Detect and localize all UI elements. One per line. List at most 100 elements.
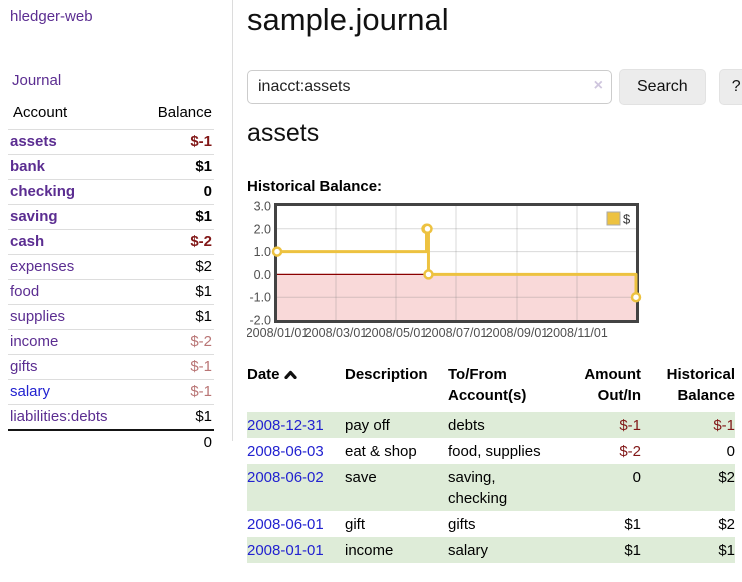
transaction-accounts: salary	[448, 541, 489, 559]
transaction-amount: $1	[624, 541, 641, 559]
account-balance-gifts: $-1	[190, 358, 212, 375]
chart-title: Historical Balance:	[247, 178, 383, 195]
accounts-header-account: Account	[13, 104, 68, 121]
transaction-accounts: saving, checking	[448, 468, 508, 507]
register-header-amount: Amount Out/In	[584, 366, 641, 404]
account-row-assets: assets $-1	[8, 129, 214, 155]
transaction-amount: 0	[632, 468, 641, 486]
nav-journal-link[interactable]: Journal	[12, 72, 62, 89]
transaction-date-link[interactable]: 2008-01-01	[247, 541, 324, 559]
account-balance-cash: $-2	[190, 233, 212, 250]
search-box: ×	[247, 70, 612, 104]
transaction-amount: $-1	[619, 416, 641, 434]
account-link-assets[interactable]: assets	[10, 133, 57, 150]
account-row-bank: bank $1	[8, 154, 214, 180]
page-title: sample.journal	[247, 2, 449, 37]
account-row-cash: cash $-2	[8, 229, 214, 255]
account-balance-food: $1	[195, 283, 212, 300]
account-balance-expenses: $2	[195, 258, 212, 275]
account-link-income[interactable]: income	[10, 333, 59, 350]
svg-text:2008/03/01: 2008/03/01	[305, 326, 368, 340]
account-row-expenses: expenses $2	[8, 254, 214, 280]
sidebar: hledger-web Journal Account Balance asse…	[0, 0, 233, 451]
transaction-date-link[interactable]: 2008-12-31	[247, 416, 324, 434]
svg-text:1.0: 1.0	[254, 245, 271, 259]
accounts-total-value: 0	[203, 434, 212, 451]
account-link-salary[interactable]: salary	[10, 383, 51, 400]
account-link-gifts[interactable]: gifts	[10, 358, 38, 375]
account-row-gifts: gifts $-1	[8, 354, 214, 380]
svg-text:$: $	[623, 212, 631, 227]
register-header-balance: Historical Balance	[666, 366, 735, 404]
accounts-total-row: 0	[8, 430, 214, 455]
register-table: Date Description To/From Account(s) Amou…	[247, 360, 735, 563]
transaction-balance: $2	[718, 515, 735, 533]
transaction-amount: $1	[624, 515, 641, 533]
transaction-description: income	[345, 541, 394, 559]
transaction-date-link[interactable]: 2008-06-01	[247, 515, 324, 533]
register-row: 2008-06-01 gift gifts $1 $2	[247, 511, 735, 537]
svg-text:2008/11/01: 2008/11/01	[546, 326, 608, 340]
register-header-description: Description	[345, 366, 428, 383]
account-balance-checking: 0	[203, 183, 212, 200]
accounts-header-row: Account Balance	[8, 100, 214, 130]
transaction-amount: $-2	[619, 442, 641, 460]
account-balance-income: $-2	[190, 333, 212, 350]
svg-text:2008/01/01: 2008/01/01	[247, 326, 308, 340]
transaction-description: pay off	[345, 416, 390, 434]
account-row-liabilities-debts: liabilities:debts $1	[8, 404, 214, 431]
transaction-balance: $-1	[713, 416, 735, 434]
transaction-description: eat & shop	[345, 442, 417, 460]
account-link-liabilities-debts[interactable]: liabilities:debts	[10, 408, 108, 425]
clear-search-icon[interactable]: ×	[593, 77, 603, 94]
account-link-cash[interactable]: cash	[10, 233, 45, 250]
register-header-date[interactable]: Date	[247, 360, 345, 412]
account-link-checking[interactable]: checking	[10, 183, 76, 200]
transaction-accounts: debts	[448, 416, 485, 434]
svg-text:2008/07/01: 2008/07/01	[425, 326, 488, 340]
account-row-saving: saving $1	[8, 204, 214, 230]
svg-text:0.0: 0.0	[254, 268, 271, 282]
transaction-date-link[interactable]: 2008-06-03	[247, 442, 324, 460]
transaction-accounts: food, supplies	[448, 442, 541, 460]
transaction-balance: 0	[726, 442, 735, 460]
search-input[interactable]	[247, 70, 612, 104]
transaction-date-link[interactable]: 2008-06-02	[247, 468, 324, 486]
account-balance-assets: $-1	[190, 133, 212, 150]
account-balance-supplies: $1	[195, 308, 212, 325]
main-content: sample.journal × Search ? assets Histori…	[247, 0, 742, 582]
account-heading: assets	[247, 119, 320, 147]
search-button[interactable]: Search	[619, 69, 706, 105]
account-row-supplies: supplies $1	[8, 304, 214, 330]
accounts-header-balance: Balance	[157, 104, 212, 121]
register-row: 2008-06-02 save saving, checking 0 $2	[247, 464, 735, 511]
account-balance-liabilities-debts: $1	[195, 408, 212, 425]
help-button[interactable]: ?	[718, 69, 742, 105]
brand-link[interactable]: hledger-web	[10, 8, 93, 25]
account-balance-saving: $1	[195, 208, 212, 225]
register-row: 2008-01-01 income salary $1 $1	[247, 537, 735, 563]
account-link-food[interactable]: food	[10, 283, 40, 300]
transaction-accounts: gifts	[448, 515, 476, 533]
account-row-income: income $-2	[8, 329, 214, 355]
account-link-supplies[interactable]: supplies	[10, 308, 66, 325]
register-row: 2008-12-31 pay off debts $-1 $-1	[247, 412, 735, 438]
accounts-table: Account Balance assets $-1 bank $1 check…	[8, 100, 214, 455]
transaction-description: gift	[345, 515, 366, 533]
search-bar: × Search ?	[247, 69, 742, 105]
historical-balance-chart: $3.0 2.0 1.0 0.0 -1.0 -2.02008/01/012008/03/0…	[247, 200, 642, 340]
transaction-description: save	[345, 468, 377, 486]
svg-text:2.0: 2.0	[254, 222, 271, 236]
account-link-expenses[interactable]: expenses	[10, 258, 75, 275]
register-header-row: Date Description To/From Account(s) Amou…	[247, 360, 735, 412]
account-link-saving[interactable]: saving	[10, 208, 58, 225]
account-row-salary: salary $-1	[8, 379, 214, 405]
svg-text:2008/09/01: 2008/09/01	[486, 326, 549, 340]
account-row-food: food $1	[8, 279, 214, 305]
svg-text:2008/05/01: 2008/05/01	[365, 326, 428, 340]
register-header-date-label: Date	[247, 366, 280, 383]
transaction-balance: $1	[718, 541, 735, 559]
account-link-bank[interactable]: bank	[10, 158, 46, 175]
svg-text:3.0: 3.0	[254, 200, 271, 214]
sort-ascending-icon	[283, 370, 297, 380]
